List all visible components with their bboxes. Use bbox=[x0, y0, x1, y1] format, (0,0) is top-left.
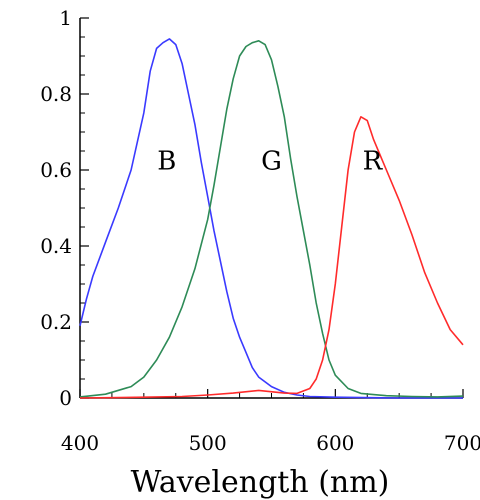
y-tick-label: 1 bbox=[59, 6, 72, 30]
series-line-r bbox=[79, 116, 464, 399]
curve-label-g: G bbox=[261, 147, 282, 177]
series-line-b bbox=[79, 38, 463, 399]
x-tick-label: 700 bbox=[444, 431, 480, 455]
series-line-g bbox=[79, 40, 464, 398]
y-tick-label: 0.6 bbox=[40, 158, 72, 182]
series-lines bbox=[79, 38, 464, 399]
x-tick-label: 400 bbox=[61, 431, 99, 455]
x-tick-label: 600 bbox=[316, 431, 354, 455]
x-tick-label: 500 bbox=[189, 431, 227, 455]
axis-ticks: 0 0.2 0.4 0.6 0.8 1 400 500 600 700 bbox=[40, 6, 480, 455]
curve-label-r: R bbox=[363, 147, 384, 177]
y-tick-label: 0.4 bbox=[40, 234, 72, 258]
y-tick-label: 0.8 bbox=[40, 82, 72, 106]
plot-frame bbox=[79, 18, 463, 399]
x-axis-title: Wavelength (nm) bbox=[131, 465, 390, 500]
y-tick-label: 0.2 bbox=[40, 310, 72, 334]
y-tick-label: 0 bbox=[59, 386, 72, 410]
curve-label-b: B bbox=[157, 147, 176, 177]
